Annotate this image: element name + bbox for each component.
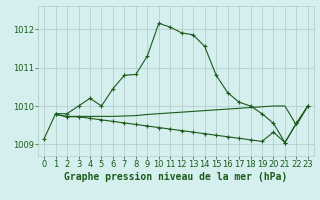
X-axis label: Graphe pression niveau de la mer (hPa): Graphe pression niveau de la mer (hPa)	[64, 172, 288, 182]
